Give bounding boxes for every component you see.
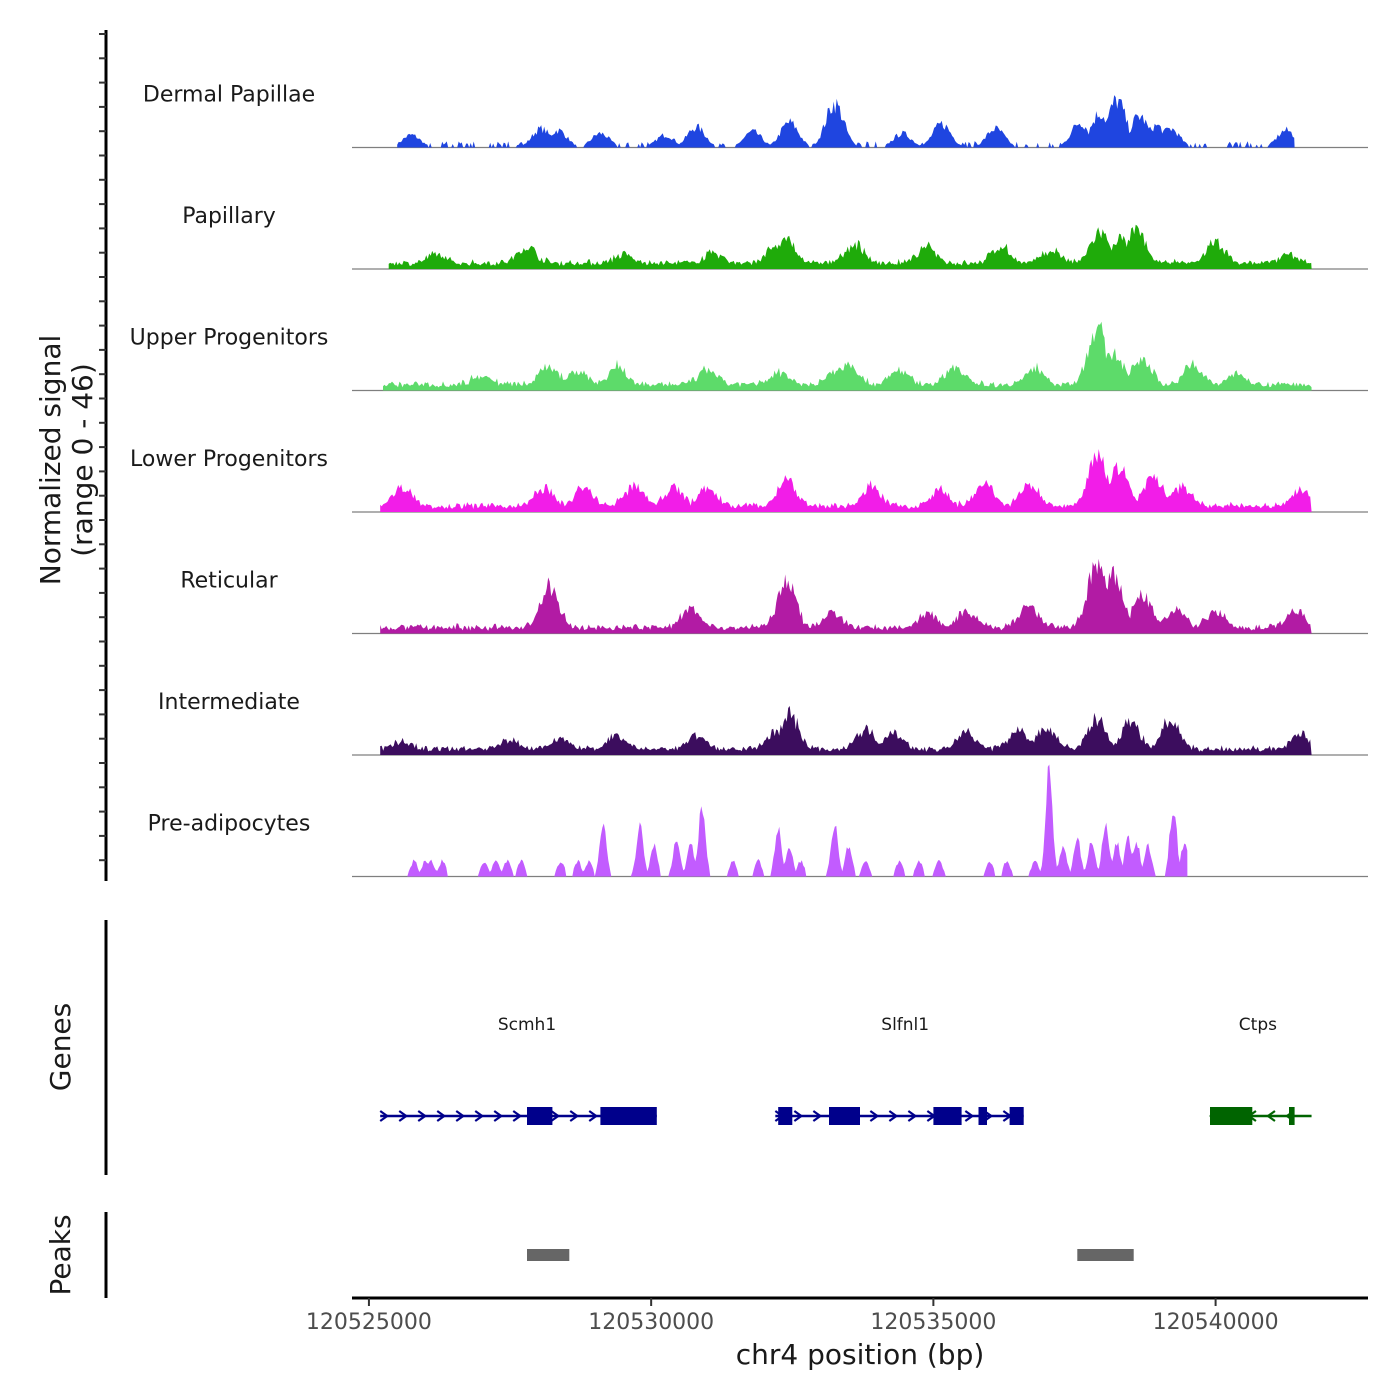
x-tick-label: 120530000 — [588, 1310, 714, 1335]
x-tick-label: 120535000 — [870, 1310, 996, 1335]
track-papillary: Papillary — [182, 204, 1368, 270]
strand-arrow — [888, 1110, 899, 1122]
peak-track — [527, 1249, 1134, 1261]
gene-exon — [1009, 1107, 1024, 1125]
y-axis-title-line1: Normalized signal — [34, 335, 67, 586]
strand-arrow — [379, 1110, 390, 1122]
peak-region — [527, 1249, 570, 1261]
signal-area — [402, 764, 1188, 877]
signal-area — [397, 95, 1295, 148]
coverage-tracks: Dermal Papillae Papillary Upper Progenitor… — [130, 83, 1368, 878]
peak-region — [1077, 1249, 1134, 1261]
strand-arrow — [455, 1110, 466, 1122]
gene-exon — [600, 1107, 657, 1125]
genes-panel-label: Genes — [44, 1003, 77, 1091]
strand-arrow — [512, 1110, 523, 1122]
signal-area — [383, 321, 1312, 391]
strand-arrow — [474, 1110, 485, 1122]
x-axis-ticks: 120525000 120530000 120535000 120540000 — [306, 1298, 1279, 1335]
x-axis-title: chr4 position (bp) — [736, 1338, 985, 1371]
gene-exon — [829, 1107, 860, 1125]
y-axis-title: Normalized signal (range 0 - 46) — [34, 335, 99, 586]
signal-area — [380, 558, 1312, 634]
track-label: Dermal Papillae — [143, 83, 315, 108]
track-pre-adipocytes: Pre-adipocytes — [148, 764, 1368, 878]
gene-label: Ctps — [1239, 1015, 1277, 1035]
gene-annotation-track: Scmh1 Slfnl1 Ctps — [379, 1015, 1312, 1125]
track-label: Reticular — [180, 569, 278, 594]
gene-ctps: Ctps — [1209, 1015, 1312, 1125]
signal-area — [380, 706, 1312, 755]
strand-arrow — [550, 1110, 561, 1122]
gene-exon — [1210, 1107, 1253, 1125]
track-intermediate: Intermediate — [158, 690, 1368, 756]
strand-arrow — [398, 1110, 409, 1122]
strand-arrow — [1266, 1110, 1276, 1122]
strand-arrow — [812, 1110, 823, 1122]
track-label: Lower Progenitors — [130, 447, 328, 472]
track-upper-progenitors: Upper Progenitors — [130, 321, 1368, 392]
gene-label: Slfnl1 — [881, 1015, 929, 1035]
track-dermal-papillae: Dermal Papillae — [143, 83, 1368, 149]
gene-exon — [1289, 1107, 1295, 1125]
strand-arrow — [907, 1110, 918, 1122]
strand-arrow — [793, 1110, 804, 1122]
peaks-panel-label: Peaks — [44, 1214, 77, 1295]
gene-exon — [778, 1107, 793, 1125]
strand-arrow — [417, 1110, 428, 1122]
track-reticular: Reticular — [180, 558, 1368, 635]
y-axis-title-line2: (range 0 - 46) — [66, 363, 99, 557]
x-tick-label: 120540000 — [1153, 1310, 1279, 1335]
x-tick-label: 120525000 — [306, 1310, 432, 1335]
strand-arrow — [869, 1110, 880, 1122]
gene-exon — [978, 1107, 987, 1125]
gene-slfnl1: Slfnl1 — [774, 1015, 1024, 1125]
track-label: Intermediate — [158, 690, 300, 715]
strand-arrow — [569, 1110, 580, 1122]
signal-area — [380, 449, 1312, 512]
strand-arrow — [964, 1110, 975, 1122]
track-label: Pre-adipocytes — [148, 812, 311, 837]
track-label: Papillary — [182, 204, 276, 229]
gene-exon — [933, 1107, 962, 1125]
gene-scmh1: Scmh1 — [379, 1015, 657, 1125]
gene-label: Scmh1 — [498, 1015, 556, 1035]
gene-exon — [527, 1107, 553, 1125]
track-lower-progenitors: Lower Progenitors — [130, 447, 1368, 513]
strand-arrow — [493, 1110, 504, 1122]
strand-arrow — [588, 1110, 599, 1122]
track-label: Upper Progenitors — [130, 326, 329, 351]
signal-area — [388, 224, 1312, 269]
coverage-y-axis-ticks — [99, 33, 106, 862]
strand-arrow — [436, 1110, 447, 1122]
